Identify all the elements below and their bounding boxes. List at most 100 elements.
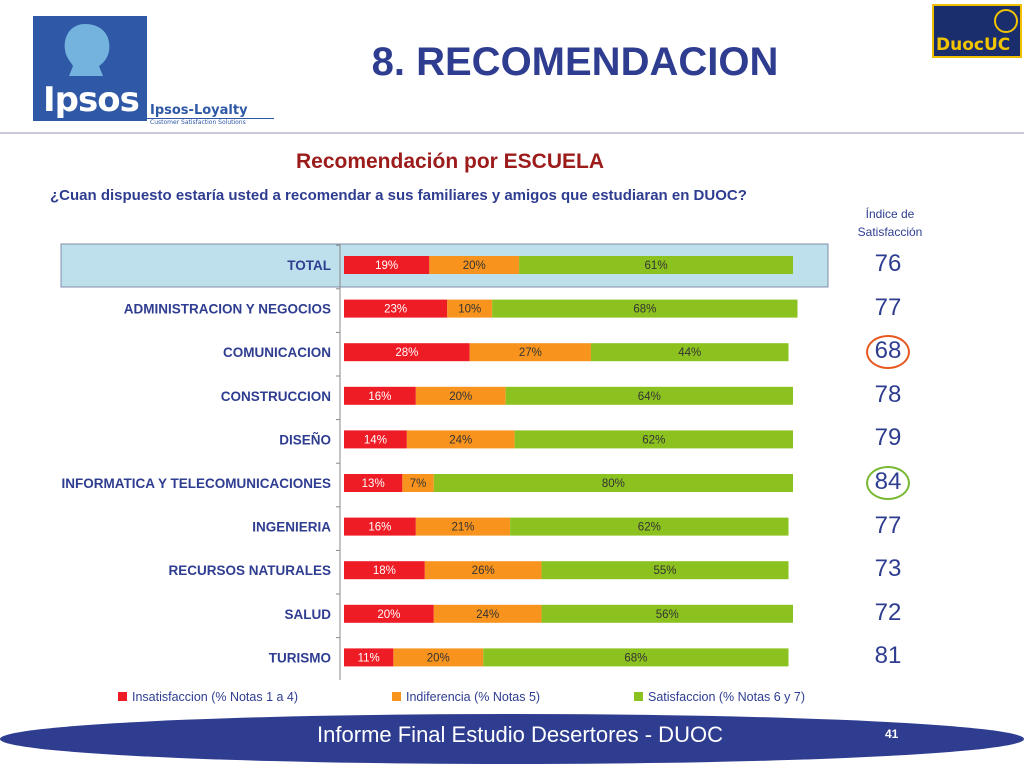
brand-tagline: Customer Satisfaction Solutions — [150, 119, 246, 126]
legend-label: Satisfaccion (% Notas 6 y 7) — [648, 690, 805, 704]
bar-value-label: 68% — [633, 304, 656, 316]
satisfaction-index-value: 78 — [874, 380, 902, 408]
satisfaction-index-value: 79 — [874, 424, 902, 452]
bar-value-label: 64% — [638, 391, 661, 403]
bar-segment — [469, 343, 591, 362]
bar-value-label: 21% — [451, 522, 474, 534]
highlight-circle — [866, 335, 910, 370]
bar-segment — [402, 474, 434, 492]
duoc-logo-text: DuocUC — [936, 35, 1011, 55]
brand-name: Ipsos — [43, 80, 140, 120]
footer-banner — [0, 714, 1024, 764]
ipsos-logo: Ipsos — [33, 16, 147, 121]
bar-segment — [344, 474, 403, 492]
bar-value-label: 14% — [364, 434, 387, 446]
bar-segment — [344, 561, 425, 580]
bar-segment — [590, 343, 789, 362]
satisfaction-index-value: 76 — [874, 250, 902, 277]
category-label: SALUD — [285, 607, 332, 622]
bar-value-label: 27% — [519, 347, 542, 359]
bar-value-label: 55% — [654, 565, 677, 577]
bar-segment — [433, 474, 793, 492]
legend-label: Insatisfaccion (% Notas 1 a 4) — [132, 690, 298, 704]
bar-segment — [514, 430, 793, 449]
satisfaction-index-value: 73 — [874, 555, 902, 583]
bar-value-label: 68% — [624, 652, 647, 664]
satisfaction-index-value: 77 — [874, 293, 902, 321]
bar-value-label: 61% — [645, 260, 668, 272]
section-subtitle: Recomendación por ESCUELA — [295, 150, 605, 173]
bar-value-label: 11% — [358, 652, 380, 664]
duoc-logo: DuocUC — [932, 4, 1022, 58]
bar-value-label: 20% — [377, 609, 400, 621]
category-label: RECURSOS NATURALES — [168, 563, 331, 578]
legend-swatch — [634, 692, 643, 701]
bar-segment — [344, 648, 394, 667]
brand-divider — [146, 118, 274, 119]
page-number: 41 — [885, 727, 899, 741]
bar-value-label: 62% — [642, 434, 665, 446]
highlight-circle — [866, 466, 910, 500]
satisfaction-index-value: 81 — [874, 642, 902, 670]
bar-value-label: 20% — [427, 652, 450, 664]
bar-segment — [541, 604, 793, 623]
bar-segment — [344, 517, 416, 536]
legend: Insatisfaccion (% Notas 1 a 4) Indiferenc… — [118, 690, 805, 704]
bar-segment — [406, 430, 515, 449]
bars-group: TOTAL 19% 20% 61% ADMINISTRACION Y NEGOCIOS 2… — [61, 244, 798, 667]
category-label: COMUNICACION — [223, 345, 331, 360]
bar-value-label: 26% — [472, 565, 495, 577]
silhouette-icon — [64, 24, 110, 76]
index-column-header: Índice de Satisfacción — [857, 207, 923, 239]
bar-segment — [429, 256, 520, 274]
bar-value-label: 56% — [656, 609, 679, 621]
legend-swatch — [392, 692, 401, 701]
page-title: 8. RECOMENDACION — [371, 40, 779, 84]
bar-segment — [505, 386, 793, 405]
footer-text: Informe Final Estudio Desertores - DUOC — [317, 722, 723, 747]
bar-segment — [415, 386, 506, 405]
bar-value-label: 28% — [395, 347, 418, 359]
bar-value-label: 24% — [449, 434, 472, 446]
legend-label: Indiferencia (% Notas 5) — [406, 690, 540, 704]
bar-segment — [541, 561, 789, 580]
category-label: TURISMO — [269, 650, 331, 665]
header-divider — [0, 132, 1024, 134]
bar-value-label: 62% — [638, 522, 661, 534]
category-label: DISEÑO — [279, 432, 331, 447]
satisfaction-index-value: 77 — [874, 511, 902, 539]
category-label: INGENIERIA — [252, 520, 331, 535]
category-label: ADMINISTRACION Y NEGOCIOS — [124, 302, 331, 317]
bar-value-label: 19% — [375, 260, 398, 272]
bar-value-label: 20% — [449, 391, 472, 403]
bar-value-label: 24% — [476, 609, 499, 621]
bar-value-label: 16% — [368, 522, 391, 534]
bar-value-label: 13% — [362, 478, 385, 490]
bar-segment — [344, 386, 416, 405]
bar-segment — [424, 561, 542, 580]
bar-segment — [344, 430, 407, 449]
bar-value-label: 20% — [463, 260, 486, 272]
satisfaction-index-value: 72 — [874, 598, 902, 626]
shield-emblem-icon — [994, 9, 1018, 33]
legend-swatch — [118, 692, 127, 701]
bar-segment — [483, 648, 789, 667]
category-label: INFORMATICA Y TELECOMUNICACIONES — [61, 476, 331, 491]
bar-value-label: 10% — [458, 304, 481, 316]
category-label: TOTAL — [287, 258, 331, 273]
bar-segment — [344, 604, 434, 623]
bar-value-label: 18% — [373, 565, 396, 577]
bar-value-label: 23% — [384, 304, 407, 316]
bar-segment — [415, 517, 511, 536]
bar-value-label: 80% — [602, 478, 625, 490]
bar-value-label: 7% — [410, 478, 427, 490]
bar-segment — [447, 299, 493, 318]
bar-segment — [510, 517, 789, 536]
bar-value-label: 16% — [368, 391, 391, 403]
bar-segment — [344, 343, 470, 362]
bar-segment — [344, 299, 448, 318]
bar-segment — [393, 648, 484, 667]
bar-segment — [492, 299, 798, 318]
bar-value-label: 44% — [678, 347, 701, 359]
